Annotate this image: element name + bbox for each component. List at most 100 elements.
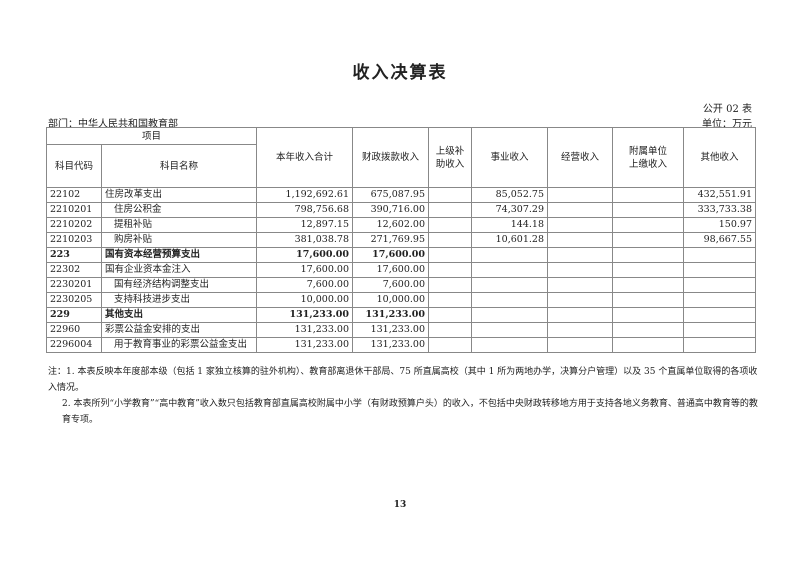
cell-superior (428, 277, 472, 293)
cell-superior (428, 337, 472, 353)
cell-other (683, 322, 756, 338)
cell-code: 2210202 (46, 217, 102, 233)
cell-code: 22302 (46, 262, 102, 278)
table-row: 22102 住房改革支出 1,192,692.61 675,087.95 85,052.… (46, 187, 756, 203)
cell-affiliated (612, 202, 684, 218)
cell-total: 131,233.00 (256, 337, 353, 353)
cell-operating (547, 262, 613, 278)
cell-other (683, 337, 756, 353)
cell-fiscal: 10,000.00 (352, 292, 429, 308)
cell-business: 10,601.28 (471, 232, 548, 248)
cell-superior (428, 232, 472, 248)
cell-fiscal: 131,233.00 (352, 322, 429, 338)
cell-code: 22960 (46, 322, 102, 338)
note-2: 2. 本表所列“小学教育”“高中教育”收入数只包括教育部直属高校附属中小学（有财… (62, 399, 758, 425)
cell-business (471, 322, 548, 338)
table-row: 223 国有资本经营预算支出 17,600.00 17,600.00 (46, 247, 756, 263)
header-name: 科目名称 (101, 144, 257, 188)
cell-name: 支持科技进步支出 (101, 292, 257, 308)
cell-name: 住房改革支出 (101, 187, 257, 203)
header-operating: 经营收入 (547, 127, 613, 188)
table-row: 229 其他支出 131,233.00 131,233.00 (46, 307, 756, 323)
cell-other (683, 277, 756, 293)
header-fiscal: 财政拨款收入 (352, 127, 429, 188)
cell-other: 98,667.55 (683, 232, 756, 248)
notes: 注：1. 本表反映本年度部本级（包括 1 家独立核算的驻外机构）、教育部离退休干… (48, 364, 758, 428)
cell-business: 144.18 (471, 217, 548, 233)
cell-fiscal: 675,087.95 (352, 187, 429, 203)
cell-affiliated (612, 262, 684, 278)
cell-operating (547, 247, 613, 263)
cell-superior (428, 217, 472, 233)
cell-name: 用于教育事业的彩票公益金支出 (101, 337, 257, 353)
cell-code: 22102 (46, 187, 102, 203)
cell-business: 85,052.75 (471, 187, 548, 203)
cell-fiscal: 131,233.00 (352, 337, 429, 353)
cell-code: 2230205 (46, 292, 102, 308)
cell-fiscal: 271,769.95 (352, 232, 429, 248)
department-label: 部门：中华人民共和国教育部 (48, 119, 178, 130)
cell-affiliated (612, 322, 684, 338)
cell-total: 17,600.00 (256, 262, 353, 278)
cell-business: 74,307.29 (471, 202, 548, 218)
cell-total: 7,600.00 (256, 277, 353, 293)
cell-superior (428, 307, 472, 323)
cell-business (471, 262, 548, 278)
header-affiliated: 附属单位上缴收入 (612, 127, 684, 188)
cell-code: 2210203 (46, 232, 102, 248)
cell-total: 1,192,692.61 (256, 187, 353, 203)
cell-total: 381,038.78 (256, 232, 353, 248)
cell-other (683, 247, 756, 263)
cell-code: 2230201 (46, 277, 102, 293)
table-row: 2210202 提租补贴 12,897.15 12,602.00 144.18 150.9… (46, 217, 756, 233)
cell-operating (547, 217, 613, 233)
cell-affiliated (612, 337, 684, 353)
cell-operating (547, 322, 613, 338)
unit-label: 单位：万元 (702, 119, 752, 130)
table-row: 22302 国有企业资本金注入 17,600.00 17,600.00 (46, 262, 756, 278)
cell-superior (428, 292, 472, 308)
cell-affiliated (612, 187, 684, 203)
cell-affiliated (612, 277, 684, 293)
cell-name: 国有经济结构调整支出 (101, 277, 257, 293)
income-table: 项目 本年收入合计 财政拨款收入 上级补助收入 事业收入 经营收入 附属单位上缴… (46, 127, 756, 353)
cell-total: 798,756.68 (256, 202, 353, 218)
cell-fiscal: 12,602.00 (352, 217, 429, 233)
cell-other (683, 307, 756, 323)
cell-total: 131,233.00 (256, 307, 353, 323)
cell-fiscal: 131,233.00 (352, 307, 429, 323)
header-other: 其他收入 (683, 127, 756, 188)
header-business: 事业收入 (471, 127, 548, 188)
page-title: 收入决算表 (352, 63, 448, 83)
cell-operating (547, 202, 613, 218)
cell-affiliated (612, 292, 684, 308)
cell-name: 彩票公益金安排的支出 (101, 322, 257, 338)
cell-other (683, 262, 756, 278)
header-item: 项目 (46, 127, 257, 145)
cell-total: 17,600.00 (256, 247, 353, 263)
note-1: 注：1. 本表反映本年度部本级（包括 1 家独立核算的驻外机构）、教育部离退休干… (48, 367, 758, 393)
cell-business (471, 337, 548, 353)
cell-business (471, 307, 548, 323)
cell-other: 432,551.91 (683, 187, 756, 203)
cell-code: 223 (46, 247, 102, 263)
cell-name: 国有企业资本金注入 (101, 262, 257, 278)
cell-operating (547, 337, 613, 353)
table-row: 2210203 购房补贴 381,038.78 271,769.95 10,601.28… (46, 232, 756, 248)
cell-operating (547, 292, 613, 308)
cell-operating (547, 232, 613, 248)
cell-code: 2210201 (46, 202, 102, 218)
cell-fiscal: 390,716.00 (352, 202, 429, 218)
cell-code: 229 (46, 307, 102, 323)
cell-total: 10,000.00 (256, 292, 353, 308)
form-number: 公开 02 表 (702, 104, 752, 115)
cell-name: 住房公积金 (101, 202, 257, 218)
cell-affiliated (612, 247, 684, 263)
cell-superior (428, 322, 472, 338)
cell-name: 国有资本经营预算支出 (101, 247, 257, 263)
cell-superior (428, 187, 472, 203)
header-superior: 上级补助收入 (428, 127, 472, 188)
cell-business (471, 247, 548, 263)
cell-other: 150.97 (683, 217, 756, 233)
